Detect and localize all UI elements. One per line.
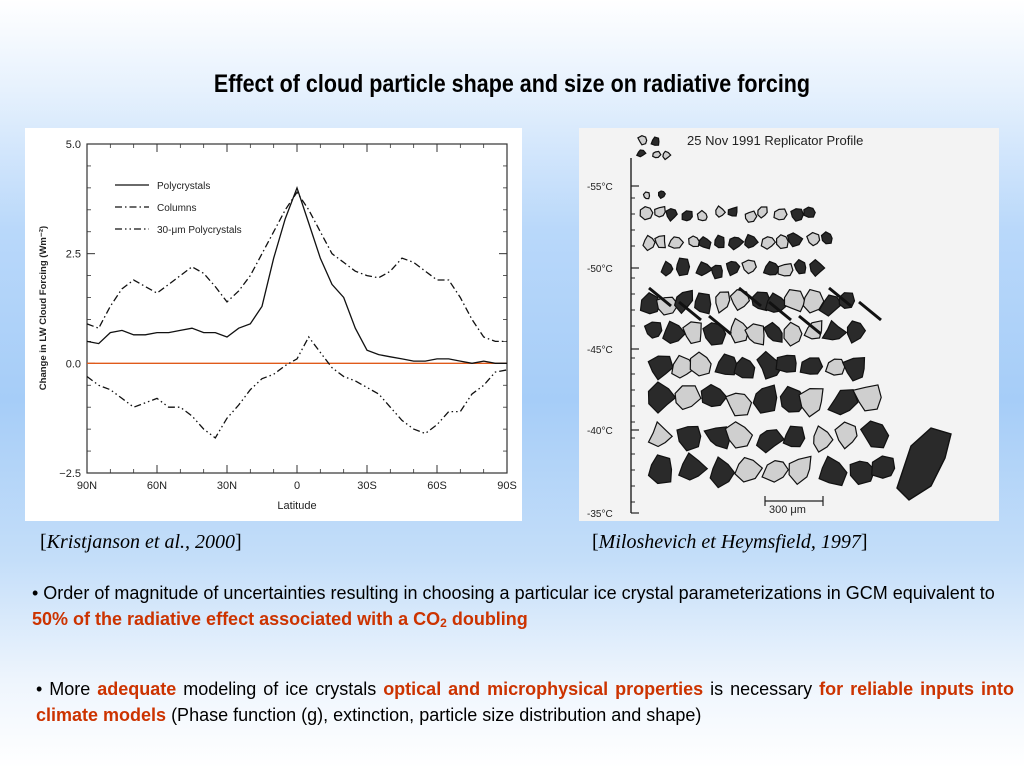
- x-axis-label: Latitude: [277, 500, 316, 512]
- x-tick-label: 60N: [147, 480, 167, 492]
- temperature-label: -35°C: [587, 509, 613, 520]
- x-tick-label: 30S: [357, 480, 377, 492]
- y-tick-label: 0.0: [66, 358, 81, 370]
- replicator-profile-image: 25 Nov 1991 Replicator Profile -55°C -50°…: [579, 128, 999, 521]
- x-tick-label: 90N: [77, 480, 97, 492]
- series-line-2: [86, 191, 507, 343]
- x-tick-label: 0: [294, 480, 300, 492]
- lw-cloud-forcing-figure: 5.0 2.5 0.0 −2.5 90N 60N 30N 0 30S 60S 90S Change…: [25, 128, 522, 521]
- ice-crystal-images: [635, 135, 952, 501]
- replicator-profile-figure: 25 Nov 1991 Replicator Profile -55°C -50°…: [579, 128, 999, 521]
- legend-entry: Columns: [157, 203, 196, 214]
- temperature-label: -55°C: [587, 182, 613, 193]
- x-tick-label: 30N: [217, 480, 237, 492]
- bullet-uncertainty: • Order of magnitude of uncertainties re…: [32, 583, 995, 630]
- temperature-label: -45°C: [587, 345, 613, 356]
- lw-cloud-forcing-chart: 5.0 2.5 0.0 −2.5 90N 60N 30N 0 30S 60S 90S Change…: [38, 139, 517, 512]
- legend-entry: Polycrystals: [157, 181, 210, 192]
- replicator-profile-header: 25 Nov 1991 Replicator Profile: [687, 133, 863, 148]
- series-line-3: [86, 335, 508, 439]
- y-tick-label: 2.5: [66, 249, 81, 261]
- legend-entry: 30-μm Polycrystals: [157, 225, 242, 236]
- y-axis-label: Change in LW Cloud Forcing (Wm⁻²): [38, 226, 49, 390]
- slide-title: Effect of cloud particle shape and size …: [213, 70, 811, 98]
- x-tick-label: 60S: [427, 480, 447, 492]
- series-line-1: [86, 185, 507, 364]
- x-tick-label: 90S: [497, 480, 517, 492]
- temperature-label: -50°C: [587, 264, 613, 275]
- y-tick-label: 5.0: [66, 139, 81, 151]
- bullet-modeling: • More adequate modeling of ice crystals…: [36, 679, 1015, 725]
- left-figure-citation: [Kristjanson et al., 2000]: [40, 531, 242, 553]
- chart-legend: Polycrystals Columns 30-μm Polycrystals: [115, 181, 242, 236]
- temperature-label: -40°C: [587, 426, 613, 437]
- right-figure-citation: [Miloshevich et Heymsfield, 1997]: [592, 531, 868, 553]
- scale-bar-label: 300 μm: [769, 504, 806, 516]
- y-tick-label: −2.5: [59, 468, 81, 480]
